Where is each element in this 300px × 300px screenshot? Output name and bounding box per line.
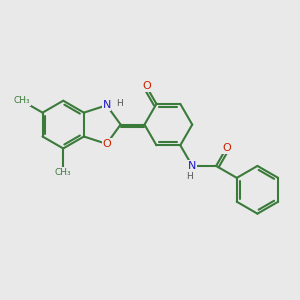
Text: H: H bbox=[116, 100, 123, 109]
Text: H: H bbox=[187, 172, 193, 181]
Text: O: O bbox=[102, 139, 111, 149]
Text: O: O bbox=[222, 143, 231, 153]
Text: O: O bbox=[142, 81, 151, 91]
Text: N: N bbox=[188, 161, 196, 171]
Text: CH₃: CH₃ bbox=[14, 96, 30, 105]
Text: CH₃: CH₃ bbox=[55, 168, 71, 177]
Text: N: N bbox=[102, 100, 111, 110]
